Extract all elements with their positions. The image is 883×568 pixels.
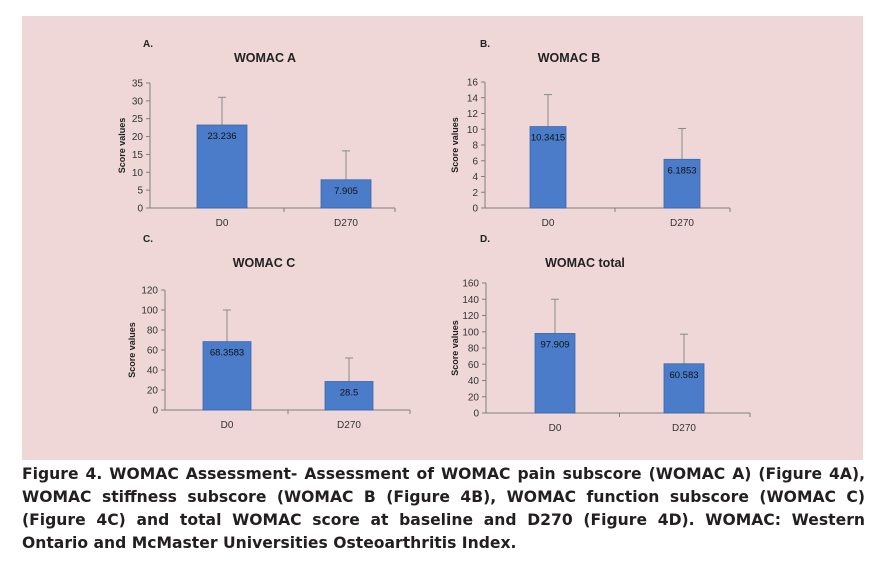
chart-3-ytick-label: 100: [141, 306, 158, 317]
chart-1-ytick-label: 25: [132, 114, 144, 125]
chart-1-ytick-label: 5: [137, 186, 143, 197]
chart-4-ytick-label: 60: [468, 360, 480, 371]
chart-2-ytick-label: 12: [467, 109, 479, 120]
chart-3-value-label: 68.3583: [210, 348, 244, 359]
chart-1-category-label: D270: [334, 218, 358, 229]
chart-3-ytick-label: 60: [147, 346, 159, 357]
chart-2-ytick-label: 14: [467, 93, 479, 104]
chart-2-ytick-label: 6: [472, 156, 478, 167]
chart-4-value-label: 97.909: [540, 339, 569, 350]
chart-1-bar-d0: [196, 124, 248, 209]
chart-2-value-label: 6.1853: [667, 165, 696, 176]
chart-3-value-label: 28.5: [340, 388, 359, 399]
chart-3-bar-d270: [324, 381, 374, 411]
chart-3-bar-d0: [202, 341, 252, 411]
chart-4-ytick-label: 0: [473, 409, 479, 420]
chart-1-ytick-label: 30: [132, 96, 144, 107]
chart-4-ytick-label: 160: [462, 279, 479, 290]
chart-1-category-label: D0: [216, 218, 229, 229]
chart-2-title: WOMAC B: [538, 51, 601, 65]
chart-3-ytick-label: 0: [152, 406, 158, 417]
chart-4-category-label: D270: [672, 423, 696, 434]
chart-4-panel-label: D.: [480, 234, 490, 245]
chart-1-ytick-label: 10: [132, 168, 144, 179]
chart-2-bar-d0: [529, 126, 567, 209]
chart-4-ytick-label: 100: [462, 327, 479, 338]
chart-1-title: WOMAC A: [234, 51, 296, 65]
chart-1-value-label: 7.905: [334, 186, 358, 197]
chart-2-ytick-label: 8: [472, 141, 478, 152]
chart-2-ylabel: Score values: [450, 117, 460, 173]
chart-1-ylabel: Score values: [117, 118, 127, 174]
chart-4-bar-d0: [534, 333, 576, 414]
chart-3-ytick-label: 40: [147, 366, 159, 377]
chart-2-category-label: D0: [542, 218, 555, 229]
chart-3-panel-label: C.: [143, 234, 153, 245]
chart-1-ytick-label: 35: [132, 79, 144, 90]
chart-4-ytick-label: 20: [468, 392, 480, 403]
chart-4-ylabel: Score values: [450, 320, 460, 376]
chart-4-category-label: D0: [549, 423, 562, 434]
chart-2-ytick-label: 16: [467, 78, 479, 89]
chart-3-ytick-label: 120: [141, 286, 158, 297]
chart-4-value-label: 60.583: [669, 370, 698, 381]
chart-1-ytick-label: 20: [132, 132, 144, 143]
figure-panel: [22, 16, 863, 460]
chart-4-ytick-label: 40: [468, 376, 480, 387]
chart-3-ylabel: Score values: [127, 322, 137, 378]
chart-4-ytick-label: 120: [462, 311, 479, 322]
chart-2-ytick-label: 0: [472, 204, 478, 215]
chart-1-ytick-label: 15: [132, 150, 144, 161]
chart-1-value-label: 23.236: [207, 131, 236, 142]
chart-1-ytick-label: 0: [137, 204, 143, 215]
chart-2-category-label: D270: [670, 218, 694, 229]
chart-4-bar-d270: [663, 363, 705, 414]
chart-4-ytick-label: 140: [462, 295, 479, 306]
chart-1-bar-d270: [320, 179, 372, 209]
chart-2-ytick-label: 10: [467, 125, 479, 136]
figure-caption: Figure 4. WOMAC Assessment- Assessment o…: [22, 465, 865, 552]
chart-3-category-label: D0: [221, 420, 234, 431]
chart-3-title: WOMAC C: [233, 256, 296, 270]
chart-3-category-label: D270: [337, 420, 361, 431]
chart-4-title: WOMAC total: [545, 256, 625, 270]
chart-1-panel-label: A.: [143, 39, 153, 50]
chart-2-ytick-label: 2: [472, 188, 478, 199]
chart-2-panel-label: B.: [480, 39, 490, 50]
chart-2-value-label: 10.3415: [531, 133, 565, 144]
chart-2-bar-d270: [663, 158, 701, 209]
chart-2-ytick-label: 4: [472, 172, 478, 183]
chart-3-ytick-label: 80: [147, 326, 159, 337]
chart-4-ytick-label: 80: [468, 344, 480, 355]
chart-3-ytick-label: 20: [147, 386, 159, 397]
